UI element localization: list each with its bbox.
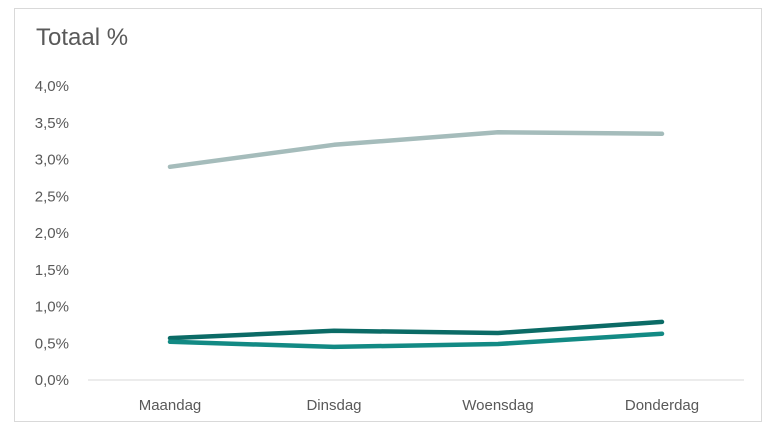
- series-line-1: [167, 130, 665, 170]
- x-tick-label: Donderdag: [625, 397, 699, 414]
- y-tick-label: 4,0%: [35, 78, 69, 95]
- y-tick-label: 2,0%: [35, 225, 69, 242]
- y-tick-label: 1,5%: [35, 262, 69, 279]
- y-tick-label: 3,0%: [35, 152, 69, 169]
- chart-frame: [14, 8, 762, 422]
- series-line-2: [167, 319, 665, 341]
- y-tick-label: 1,0%: [35, 299, 69, 316]
- x-tick-label: Woensdag: [462, 397, 533, 414]
- series-group: [167, 130, 665, 350]
- y-tick-label: 0,5%: [35, 335, 69, 352]
- y-tick-label: 3,5%: [35, 115, 69, 132]
- y-tick-label: 0,0%: [35, 372, 69, 389]
- y-tick-label: 2,5%: [35, 188, 69, 205]
- x-axis-ticks: Maandag Dinsdag Woensdag Donderdag: [139, 397, 699, 414]
- x-tick-label: Maandag: [139, 397, 202, 414]
- y-axis-ticks: 0,0% 0,5% 1,0% 1,5% 2,0% 2,5% 3,0% 3,5% 4,0%: [35, 78, 69, 389]
- x-tick-label: Dinsdag: [306, 397, 361, 414]
- chart-title: Totaal %: [36, 24, 129, 51]
- series-line-3: [167, 331, 665, 350]
